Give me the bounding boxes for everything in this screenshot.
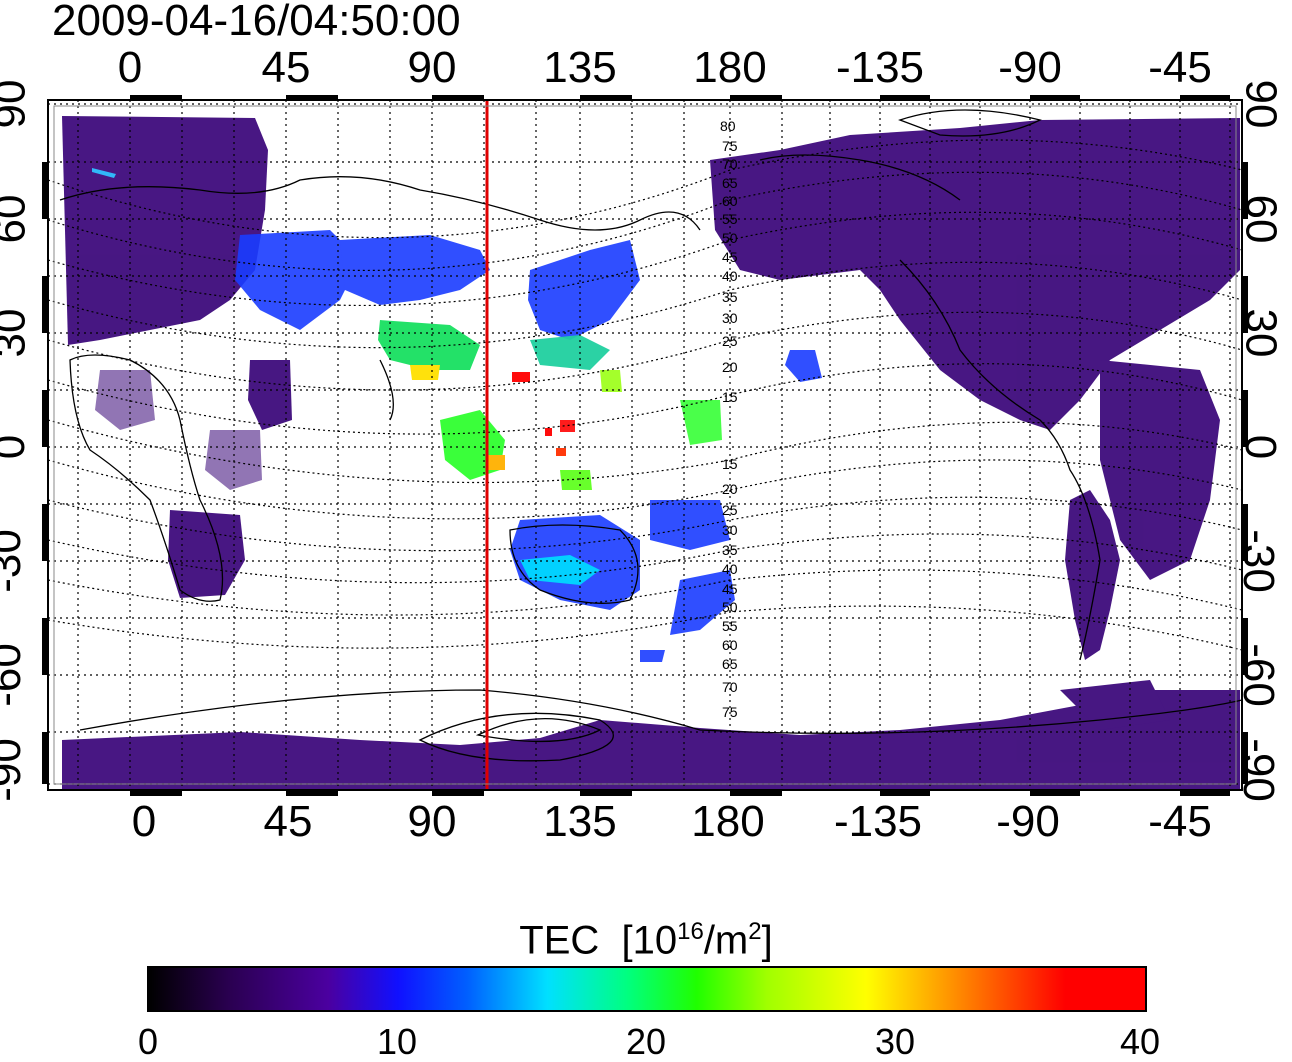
colorbar-unit-exp2: 2 bbox=[748, 918, 762, 945]
y-tick-left-0: 90 bbox=[0, 79, 35, 129]
colorbar-title-label: TEC bbox=[519, 918, 600, 963]
x-tick-top-2: 90 bbox=[407, 43, 457, 92]
mlat-label: 25 bbox=[722, 333, 738, 349]
mlat-label: 60 bbox=[722, 193, 738, 209]
y-tick-right-0: 90 bbox=[1236, 79, 1286, 129]
colorbar-tick-4: 40 bbox=[1119, 1021, 1161, 1062]
y-tick-right-4: -30 bbox=[1233, 529, 1283, 593]
x-tick-bottom-5: -135 bbox=[833, 797, 923, 846]
x-tick-bottom-3: 135 bbox=[543, 797, 617, 846]
mlat-label: 35 bbox=[722, 542, 738, 558]
y-tick-left-6: -90 bbox=[0, 738, 30, 802]
colorbar bbox=[147, 966, 1147, 1012]
colorbar-unit-base: [10 bbox=[621, 918, 678, 963]
mlat-label: 40 bbox=[722, 268, 738, 284]
mlat-label: 45 bbox=[722, 249, 738, 265]
x-tick-top-5: -135 bbox=[835, 43, 925, 92]
y-tick-left-5: -60 bbox=[0, 643, 30, 707]
y-tick-right-3: 0 bbox=[1236, 434, 1286, 460]
y-tick-left-3: 0 bbox=[0, 435, 34, 459]
tec-patches-mid bbox=[235, 230, 822, 662]
mlat-label: 50 bbox=[722, 230, 738, 246]
graticule bbox=[48, 100, 1242, 790]
mlat-label: 75 bbox=[722, 138, 738, 154]
colorbar-tick-2: 20 bbox=[625, 1021, 667, 1062]
tec-map bbox=[42, 95, 1248, 796]
colorbar-tick-3: 30 bbox=[874, 1021, 916, 1062]
mlat-label: 55 bbox=[722, 618, 738, 634]
x-tick-top-7: -45 bbox=[1148, 43, 1212, 92]
y-tick-right-5: -60 bbox=[1233, 643, 1283, 707]
colorbar-title: TEC [1016/m2] bbox=[0, 908, 1292, 964]
mlat-label: 40 bbox=[722, 561, 738, 577]
magnetic-latitude-contours bbox=[48, 139, 1242, 651]
mlat-label: 65 bbox=[722, 656, 738, 672]
mlat-label: 45 bbox=[722, 581, 738, 597]
mlat-label: 20 bbox=[722, 481, 738, 497]
mlat-label: 50 bbox=[722, 599, 738, 615]
colorbar-unit-exp: 16 bbox=[677, 918, 704, 945]
x-tick-top-0: 0 bbox=[117, 43, 143, 92]
colorbar-unit-mid: /m bbox=[703, 918, 749, 963]
y-tick-left-4: -30 bbox=[0, 529, 30, 593]
y-tick-left-1: 60 bbox=[0, 194, 35, 244]
x-tick-bottom-4: 180 bbox=[691, 797, 765, 846]
x-tick-bottom-0: 0 bbox=[131, 797, 157, 846]
mlat-label: 15 bbox=[722, 389, 738, 405]
y-tick-right-6: -90 bbox=[1233, 738, 1283, 802]
x-tick-bottom-7: -45 bbox=[1148, 797, 1212, 846]
plot-title: 2009-04-16/04:50:00 bbox=[52, 0, 461, 45]
mlat-label: 70 bbox=[722, 679, 738, 695]
mlat-label: 55 bbox=[722, 211, 738, 227]
coastlines bbox=[59, 109, 1242, 762]
mlat-label: 70 bbox=[722, 156, 738, 172]
mlat-label: 80 bbox=[720, 118, 736, 134]
x-tick-top-4: 180 bbox=[693, 43, 767, 92]
tec-patches-low bbox=[62, 116, 1240, 790]
x-tick-top-1: 45 bbox=[261, 43, 311, 92]
mlat-label: 65 bbox=[722, 175, 738, 191]
y-tick-right-2: 30 bbox=[1236, 308, 1286, 358]
mlat-label: 35 bbox=[722, 289, 738, 305]
y-tick-left-2: 30 bbox=[0, 308, 35, 358]
mlat-label: 15 bbox=[722, 456, 738, 472]
mlat-label: 60 bbox=[722, 637, 738, 653]
mlat-label: 30 bbox=[722, 310, 738, 326]
colorbar-tick-0: 0 bbox=[137, 1021, 159, 1062]
x-tick-top-3: 135 bbox=[543, 43, 617, 92]
mlat-label: 25 bbox=[722, 502, 738, 518]
frame-ticks bbox=[42, 95, 1248, 796]
colorbar-unit-end: ] bbox=[761, 918, 773, 963]
y-tick-right-1: 60 bbox=[1236, 194, 1286, 244]
mlat-label: 75 bbox=[722, 704, 738, 720]
x-tick-bottom-1: 45 bbox=[263, 797, 313, 846]
x-tick-bottom-2: 90 bbox=[407, 797, 457, 846]
mlat-label: 20 bbox=[722, 359, 738, 375]
colorbar-tick-1: 10 bbox=[376, 1021, 418, 1062]
x-tick-bottom-6: -90 bbox=[996, 797, 1060, 846]
x-tick-top-6: -90 bbox=[998, 43, 1062, 92]
mlat-label: 30 bbox=[722, 522, 738, 538]
